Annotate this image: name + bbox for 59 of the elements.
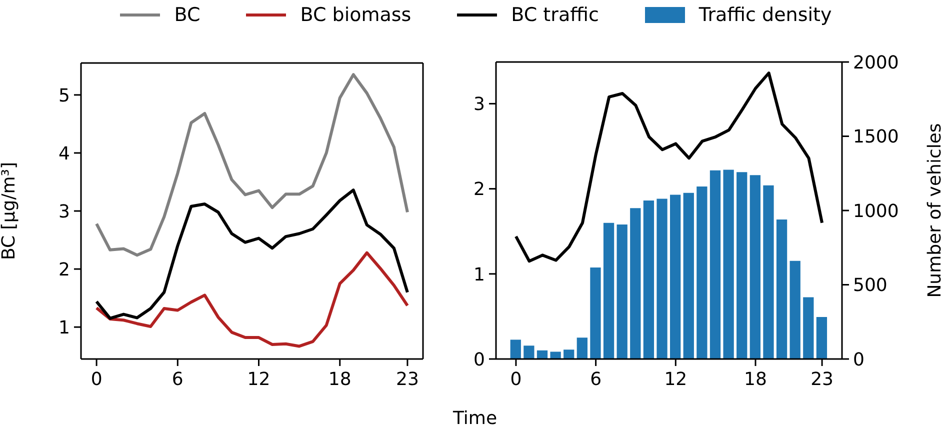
y-tick-label: 1 — [474, 264, 485, 286]
bar — [683, 192, 694, 359]
line-series — [95, 73, 409, 257]
bar — [550, 352, 561, 359]
x-tick-label: 23 — [810, 368, 834, 390]
x-tick-label: 0 — [510, 368, 522, 390]
y-tick-label: 3 — [58, 201, 70, 222]
bar — [524, 346, 534, 359]
bar — [803, 297, 814, 359]
line-series — [95, 251, 409, 348]
y2-tick-label: 500 — [853, 275, 888, 296]
bar — [776, 220, 788, 359]
y2-tick-label: 0 — [853, 349, 864, 370]
bar — [590, 268, 601, 359]
line-series — [514, 72, 824, 263]
bar — [750, 175, 760, 359]
y2-tick-label: 1500 — [853, 126, 899, 148]
bar — [616, 224, 628, 359]
x-tick-label: 12 — [247, 368, 270, 390]
bar — [510, 340, 521, 359]
bar — [670, 194, 681, 359]
x-tick-label: 18 — [744, 368, 767, 390]
y2-axis-title: Number of vehicles — [924, 123, 946, 298]
bar — [816, 316, 828, 359]
x-tick-label: 6 — [590, 368, 602, 390]
x-tick-label: 0 — [90, 368, 102, 390]
line-series — [95, 188, 409, 320]
legend-label: BC biomass — [300, 4, 412, 26]
bar — [710, 170, 721, 359]
x-tick-label: 6 — [172, 368, 184, 390]
y-tick-label: 2 — [474, 179, 485, 200]
bar — [696, 186, 708, 359]
bar — [536, 350, 548, 359]
bar — [736, 172, 748, 359]
legend-label: BC — [174, 4, 200, 26]
x-tick-label: 18 — [328, 368, 352, 390]
y-tick-label: 1 — [58, 317, 70, 338]
bar — [790, 260, 800, 359]
bar — [723, 170, 734, 359]
legend-label: BC traffic — [511, 4, 599, 26]
bar — [630, 208, 641, 359]
y-tick-label: 4 — [58, 143, 70, 164]
y-tick-label: 0 — [474, 349, 485, 370]
y2-tick-label: 2000 — [853, 52, 899, 74]
y-tick-label: 5 — [58, 85, 70, 106]
bar — [603, 222, 614, 359]
bar — [564, 350, 574, 359]
x-tick-label: 23 — [396, 368, 419, 390]
y-tick-label: 2 — [58, 259, 70, 280]
y2-tick-label: 1000 — [853, 200, 899, 222]
bar — [763, 185, 774, 359]
legend-label: Traffic density — [698, 4, 832, 26]
y-tick-label: 3 — [474, 94, 485, 116]
bar — [656, 198, 668, 359]
x-axis-title: Time — [452, 408, 498, 429]
x-tick-label: 12 — [664, 368, 688, 390]
bar — [576, 338, 588, 359]
bar — [643, 200, 654, 359]
y-axis-title: BC [µg/m³] — [0, 162, 20, 260]
